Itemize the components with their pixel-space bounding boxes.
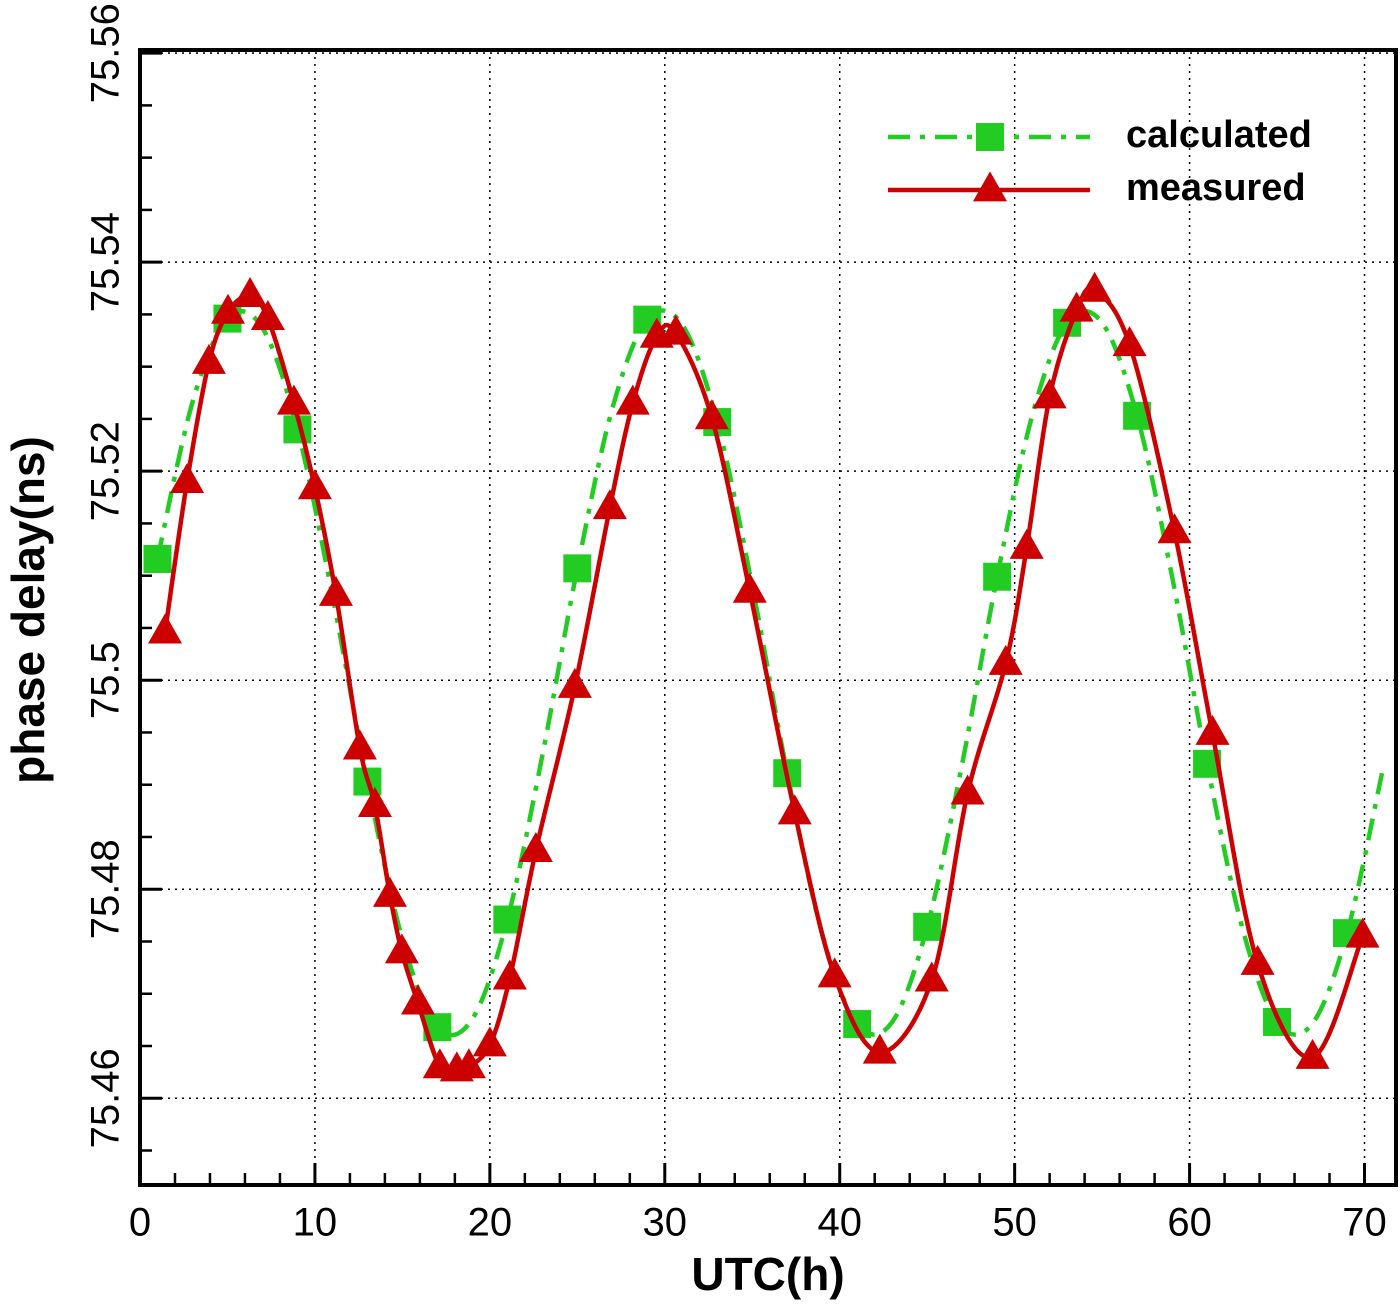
x-axis-label: UTC(h) [691,1248,844,1300]
x-tick-label: 0 [129,1201,151,1245]
marker [492,959,527,990]
x-tick-label: 20 [468,1201,513,1245]
marker [1240,944,1275,975]
marker [557,667,592,698]
y-tick-label: 75.46 [84,1048,128,1148]
marker [615,384,650,415]
marker [400,984,435,1015]
marker [148,613,183,644]
marker [451,1048,486,1079]
marker [297,469,332,500]
marker [1345,917,1380,948]
marker [950,774,985,805]
marker [658,314,693,345]
x-tick-label: 10 [293,1201,338,1245]
marker [983,562,1012,591]
marker [817,957,852,988]
marker [862,1033,897,1064]
marker [988,644,1023,675]
marker [694,399,729,430]
marker [518,831,553,862]
x-tick-label: 30 [643,1201,688,1245]
marker [914,961,949,992]
marker [170,463,205,494]
legend-marker [973,171,1007,202]
series [143,304,1385,1042]
marker [276,384,311,415]
marker [1059,291,1094,322]
marker [342,729,377,760]
marker [372,876,407,907]
marker [592,489,627,520]
marker [913,912,942,941]
marker [233,277,268,308]
marker [1195,714,1230,745]
series-line [155,308,1385,1038]
x-tick-label: 40 [817,1201,862,1245]
marker [1112,326,1147,357]
legend-label: measured [1126,167,1306,209]
x-tick-label: 50 [992,1201,1037,1245]
legend-marker [976,123,1004,151]
marker [777,794,812,825]
plot-frame [138,48,1398,1187]
legend-entry: measured [888,167,1306,209]
marker [1157,513,1192,544]
marker [1077,271,1112,302]
series [148,271,1380,1082]
marker [1295,1038,1330,1069]
marker [493,905,522,934]
x-tick-label: 60 [1167,1201,1212,1245]
marker [384,933,419,964]
legend-entry: calculated [888,114,1312,156]
marker [563,554,592,583]
marker [472,1026,507,1057]
marker [1009,528,1044,559]
y-tick-label: 75.48 [84,839,128,939]
marker [250,299,285,330]
grid [139,50,1396,1185]
marker [1032,378,1067,409]
y-tick-label: 75.52 [84,421,128,521]
y-tick-label: 75.5 [84,641,128,719]
marker [143,544,172,573]
y-axis-label: phase delay(ns) [2,436,54,784]
marker [191,343,226,374]
marker [357,787,392,818]
marker [210,293,245,324]
x-tick-label: 70 [1342,1201,1387,1245]
marker [732,572,767,603]
marker [318,575,353,606]
y-tick-label: 75.54 [84,212,128,312]
legend-label: calculated [1126,114,1312,156]
y-tick-label: 75.56 [84,3,128,103]
